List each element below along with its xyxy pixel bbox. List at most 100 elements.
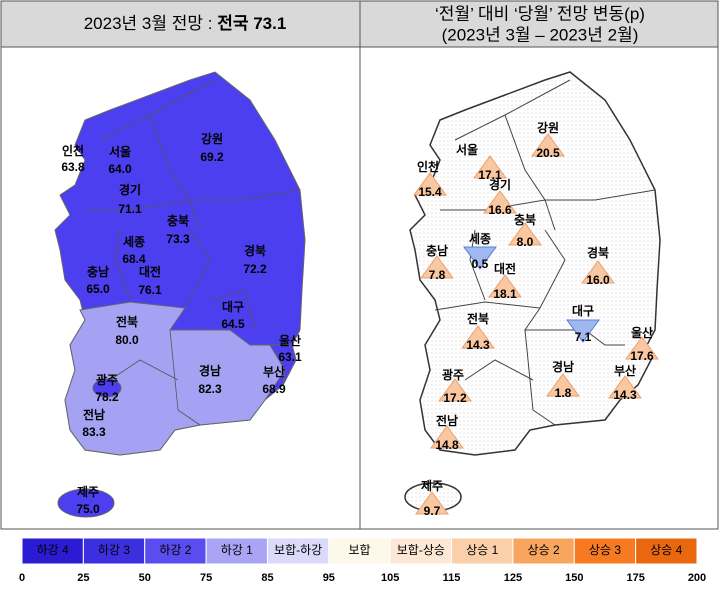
- region-value: 9.7: [424, 504, 441, 518]
- legend-swatch: [573, 537, 637, 565]
- change-triangle: [508, 222, 542, 246]
- region-name: 대전: [494, 261, 516, 276]
- region-name: 전북: [116, 314, 138, 329]
- region-value: 15.4: [418, 185, 442, 199]
- region-name: 충남: [426, 243, 448, 258]
- legend-label: 하강 2: [159, 543, 191, 557]
- region-value: 16.6: [488, 203, 512, 217]
- legend-label: 상승 1: [466, 543, 498, 557]
- region-name: 경북: [244, 244, 266, 258]
- legend-label: 상승 4: [650, 543, 682, 557]
- region-value: 0.5: [472, 257, 489, 271]
- legend-label: 하강 3: [98, 543, 130, 557]
- legend-swatch: [389, 537, 453, 565]
- legend-swatch: [451, 537, 514, 565]
- legend-tick: 105: [381, 572, 399, 584]
- region-name: 경북: [587, 246, 609, 260]
- change-triangle: [488, 274, 522, 298]
- region-name: 충남: [87, 264, 109, 279]
- legend-label: 보합-상승: [397, 543, 445, 557]
- region-value: 72.2: [243, 262, 267, 276]
- change-triangle: [531, 133, 565, 157]
- legend-tick: 150: [565, 572, 583, 584]
- region-value: 16.0: [586, 273, 610, 287]
- change-triangle: [463, 246, 497, 270]
- legend-tick: 75: [200, 572, 212, 584]
- legend-tick: 125: [504, 572, 522, 584]
- legend-swatch: [82, 537, 146, 565]
- change-triangle: [546, 373, 580, 397]
- region-value: 83.3: [82, 425, 106, 439]
- region-name: 경남: [552, 359, 574, 374]
- region-value: 14.3: [466, 338, 490, 352]
- change-triangle: [581, 260, 615, 284]
- region-value: 14.8: [435, 438, 459, 452]
- region-name: 대구: [222, 300, 244, 314]
- region-name: 울산: [279, 333, 301, 348]
- legend-tick: 25: [77, 572, 89, 584]
- legend-tick: 85: [261, 572, 273, 584]
- right-title: ‘전월’ 대비 ‘당월’ 전망 변동(p): [435, 4, 645, 23]
- region-name: 강원: [537, 121, 559, 135]
- region-value: 68.9: [262, 382, 286, 396]
- region-name: 인천: [417, 159, 439, 174]
- region-name: 충북: [167, 213, 189, 228]
- legend-swatch: [512, 537, 575, 565]
- region-name: 인천: [62, 143, 84, 158]
- legend-label: 보합: [348, 543, 370, 557]
- legend-label: 상승 2: [528, 543, 560, 557]
- region-value: 69.2: [200, 150, 224, 164]
- legend-label: 하강 4: [37, 543, 69, 557]
- region-name: 대구: [572, 304, 594, 318]
- legend-tick: 115: [443, 572, 461, 584]
- change-triangle: [566, 319, 600, 343]
- legend-tick: 175: [626, 572, 644, 584]
- region-name: 전남: [83, 407, 105, 422]
- legend-swatch: [328, 537, 391, 565]
- change-triangle: [438, 378, 472, 402]
- region-value: 65.0: [86, 282, 110, 296]
- region-name: 대전: [139, 264, 161, 279]
- legend-tick: 200: [688, 572, 706, 584]
- change-triangle: [461, 325, 495, 349]
- region-name: 세종: [123, 234, 145, 249]
- region-name: 광주: [96, 372, 118, 387]
- region-name: 제주: [421, 479, 443, 493]
- region-value: 18.1: [493, 287, 517, 301]
- region-value: 73.3: [166, 232, 190, 246]
- region-name: 광주: [442, 367, 464, 382]
- change-triangle: [483, 190, 517, 214]
- region-value: 8.0: [517, 235, 534, 249]
- right-subtitle: (2023년 3월 – 2023년 2월): [442, 25, 639, 44]
- legend-swatch: [21, 537, 84, 565]
- change-triangle: [625, 336, 659, 360]
- region-value: 76.1: [138, 283, 162, 297]
- region-name: 충북: [514, 212, 536, 227]
- legend-tick: 0: [19, 572, 25, 584]
- region-value: 64.0: [108, 162, 132, 176]
- legend-tick: 50: [139, 572, 151, 584]
- change-triangle: [413, 172, 447, 196]
- region-value: 20.5: [536, 146, 560, 160]
- region-name: 서울: [456, 142, 478, 157]
- region-value: 68.4: [122, 252, 146, 266]
- region-name: 제주: [77, 485, 99, 499]
- region-name: 강원: [201, 132, 223, 146]
- region-value: 63.8: [61, 160, 85, 174]
- region-name: 서울: [109, 144, 131, 159]
- legend-swatch: [635, 537, 698, 565]
- region-value: 1.8: [555, 386, 572, 400]
- region-value: 7.1: [575, 330, 592, 344]
- region-value: 80.0: [115, 333, 139, 347]
- legend-tick: 95: [323, 572, 335, 584]
- region-name: 전북: [467, 311, 489, 326]
- region-value: 17.2: [443, 391, 467, 405]
- region-value: 14.3: [613, 388, 637, 402]
- region-value: 7.8: [429, 268, 446, 282]
- region-name: 울산: [631, 325, 653, 340]
- left-map: [54, 71, 306, 518]
- left-title: 2023년 3월 전망 : 전국 73.1: [84, 14, 287, 33]
- region-name: 전남: [436, 413, 458, 428]
- legend-label: 상승 3: [589, 543, 621, 557]
